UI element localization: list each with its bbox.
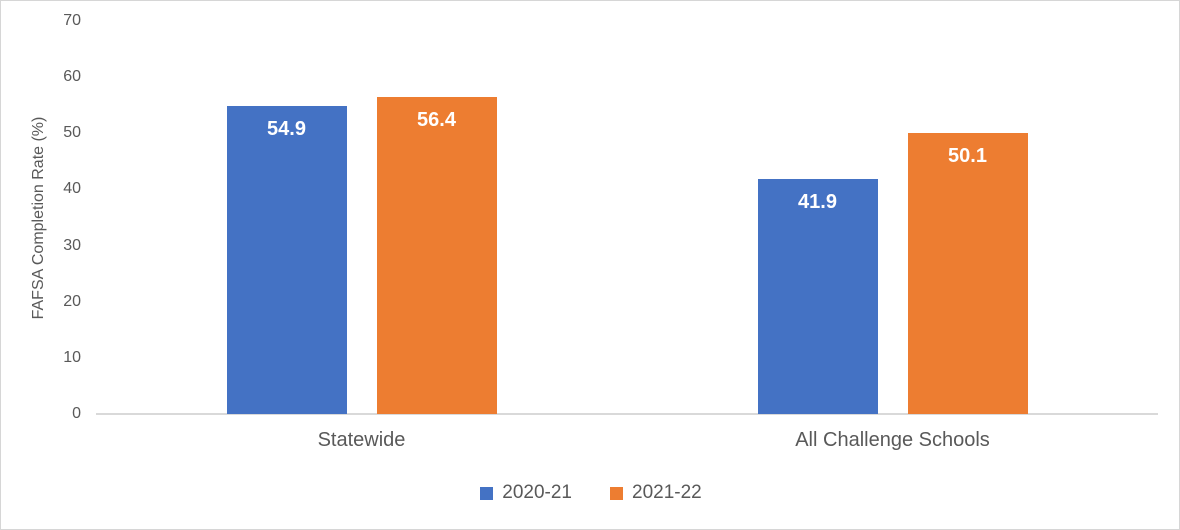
category-label: All Challenge Schools bbox=[795, 429, 990, 451]
bar-value-label: 41.9 bbox=[798, 190, 837, 213]
legend-item: 2021-22 bbox=[610, 482, 702, 504]
y-tick-label: 10 bbox=[63, 348, 81, 366]
bar bbox=[757, 178, 878, 414]
y-tick-label: 20 bbox=[63, 292, 81, 310]
bar-value-label: 54.9 bbox=[267, 117, 306, 140]
bar bbox=[907, 132, 1028, 414]
y-tick-label: 70 bbox=[63, 12, 81, 29]
legend-label: 2021-22 bbox=[632, 482, 702, 503]
y-tick-label: 60 bbox=[63, 68, 81, 86]
bar-value-label: 50.1 bbox=[948, 144, 987, 167]
bar bbox=[226, 105, 347, 414]
y-tick-label: 40 bbox=[63, 180, 81, 198]
x-axis-line bbox=[96, 413, 1158, 415]
category-label: Statewide bbox=[317, 429, 406, 451]
y-tick-label: 30 bbox=[63, 236, 81, 254]
legend-item: 2020-21 bbox=[480, 482, 572, 504]
legend-swatch-icon bbox=[610, 486, 623, 500]
y-axis-title: FAFSA Completion Rate (%) bbox=[30, 116, 47, 320]
bar bbox=[376, 97, 497, 414]
legend-swatch-icon bbox=[480, 486, 494, 500]
legend-label: 2020-21 bbox=[502, 482, 572, 503]
legend: 2020-21 2021-22 bbox=[1, 482, 1179, 504]
y-tick-label: 50 bbox=[63, 124, 81, 142]
bar-value-label: 56.4 bbox=[417, 109, 456, 132]
y-tick-label: 0 bbox=[72, 405, 81, 422]
